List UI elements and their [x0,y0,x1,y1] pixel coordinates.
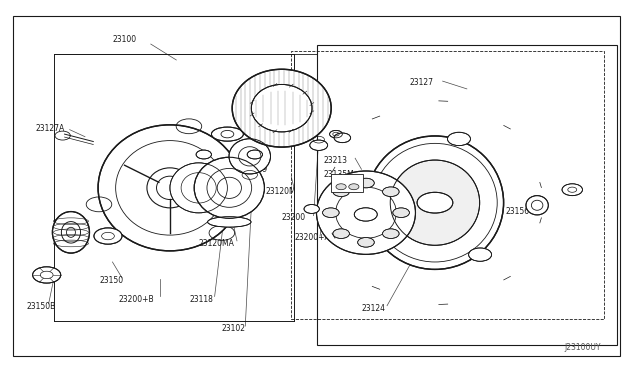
Ellipse shape [390,160,479,245]
Ellipse shape [526,196,548,215]
Circle shape [310,140,328,150]
Circle shape [336,184,346,190]
Ellipse shape [229,139,271,174]
Ellipse shape [232,69,331,147]
Circle shape [94,228,122,244]
Circle shape [33,267,61,283]
Circle shape [355,208,377,221]
Circle shape [468,248,492,261]
Circle shape [358,237,374,247]
Text: 23109: 23109 [243,165,268,174]
Circle shape [383,187,399,196]
Ellipse shape [52,212,90,253]
Text: 23127A: 23127A [36,124,65,133]
Text: 23200+A: 23200+A [294,233,330,243]
Circle shape [304,205,319,214]
Ellipse shape [252,84,312,132]
Text: 23127: 23127 [410,78,433,87]
Circle shape [562,184,582,196]
Ellipse shape [207,217,251,227]
Circle shape [323,208,339,218]
Text: 23156: 23156 [505,208,529,217]
Circle shape [349,184,359,190]
Circle shape [447,132,470,145]
Bar [332,174,364,192]
Ellipse shape [170,163,227,213]
Circle shape [196,150,211,159]
Circle shape [330,131,342,138]
Text: 23120M: 23120M [266,187,296,196]
Circle shape [333,229,349,238]
Text: 23135M: 23135M [323,170,354,179]
Text: 23200+B: 23200+B [119,295,154,304]
Circle shape [358,178,374,188]
Circle shape [383,229,399,238]
Text: 23124: 23124 [362,304,385,313]
Text: 23150B: 23150B [26,302,56,311]
Text: 23120MA: 23120MA [198,239,234,248]
Text: J23100UY: J23100UY [564,343,601,352]
Circle shape [393,208,410,218]
Ellipse shape [211,127,243,141]
Text: 23100: 23100 [113,35,136,44]
Ellipse shape [194,157,264,218]
Ellipse shape [366,136,504,269]
Circle shape [247,150,262,159]
Circle shape [333,187,349,196]
Text: 23213: 23213 [323,155,347,164]
Text: 23150: 23150 [100,276,124,285]
Ellipse shape [98,125,242,251]
Ellipse shape [317,171,415,254]
Text: 23118: 23118 [189,295,213,304]
Text: 23102: 23102 [221,324,245,333]
Circle shape [417,192,453,213]
Text: 23200: 23200 [282,213,306,222]
Circle shape [334,133,351,142]
